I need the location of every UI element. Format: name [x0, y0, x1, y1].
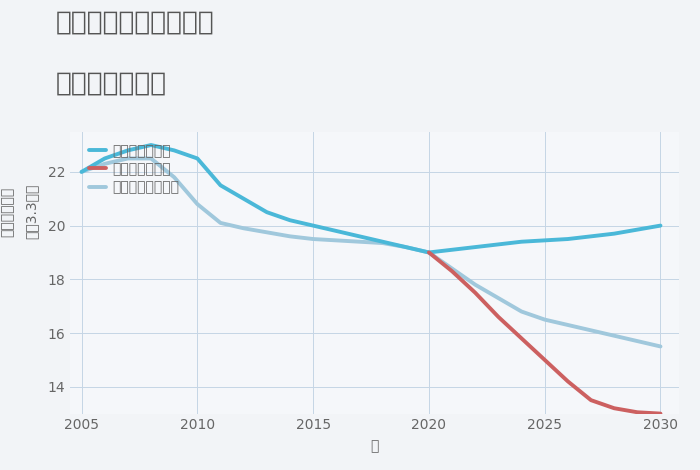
ノーマルシナリオ [147, 156, 155, 161]
ノーマルシナリオ [216, 220, 225, 226]
ノーマルシナリオ [587, 328, 595, 333]
グッドシナリオ [193, 156, 202, 161]
ノーマルシナリオ [657, 344, 665, 349]
グッドシナリオ [657, 223, 665, 228]
ノーマルシナリオ [355, 239, 363, 244]
ノーマルシナリオ [402, 244, 410, 250]
Text: 岐阜県岐阜市長旗町の: 岐阜県岐阜市長旗町の [56, 9, 215, 35]
グッドシナリオ [540, 237, 549, 243]
ノーマルシナリオ [193, 201, 202, 207]
バッドシナリオ [564, 378, 572, 384]
バッドシナリオ [425, 250, 433, 255]
ノーマルシナリオ [448, 266, 456, 271]
Line: グッドシナリオ: グッドシナリオ [82, 145, 661, 252]
ノーマルシナリオ [610, 333, 618, 338]
グッドシナリオ [286, 218, 294, 223]
グッドシナリオ [216, 182, 225, 188]
グッドシナリオ [402, 244, 410, 250]
グッドシナリオ [124, 148, 132, 153]
バッドシナリオ [494, 314, 503, 320]
ノーマルシナリオ [517, 309, 526, 314]
グッドシナリオ [633, 227, 641, 233]
ノーマルシナリオ [425, 250, 433, 255]
グッドシナリオ [494, 242, 503, 247]
グッドシナリオ [332, 228, 340, 234]
ノーマルシナリオ [540, 317, 549, 322]
グッドシナリオ [239, 196, 248, 202]
ノーマルシナリオ [309, 236, 317, 242]
Text: 土地の価格推移: 土地の価格推移 [56, 70, 167, 96]
バッドシナリオ [633, 409, 641, 415]
グッドシナリオ [379, 239, 387, 244]
グッドシナリオ [448, 247, 456, 252]
ノーマルシナリオ [286, 234, 294, 239]
Line: バッドシナリオ: バッドシナリオ [429, 252, 661, 414]
グッドシナリオ [262, 209, 271, 215]
グッドシナリオ [78, 169, 86, 175]
ノーマルシナリオ [332, 237, 340, 243]
バッドシナリオ [610, 406, 618, 411]
グッドシナリオ [587, 234, 595, 239]
Line: ノーマルシナリオ: ノーマルシナリオ [82, 158, 661, 346]
Text: 単価（万円）: 単価（万円） [0, 187, 14, 236]
グッドシナリオ [309, 223, 317, 228]
Text: 坪（3.3㎡）: 坪（3.3㎡） [25, 184, 38, 239]
グッドシナリオ [610, 231, 618, 236]
Legend: グッドシナリオ, バッドシナリオ, ノーマルシナリオ: グッドシナリオ, バッドシナリオ, ノーマルシナリオ [89, 144, 180, 195]
バッドシナリオ [657, 411, 665, 416]
グッドシナリオ [471, 244, 480, 250]
ノーマルシナリオ [124, 156, 132, 161]
バッドシナリオ [587, 397, 595, 403]
ノーマルシナリオ [494, 295, 503, 301]
バッドシナリオ [448, 268, 456, 274]
バッドシナリオ [517, 336, 526, 341]
ノーマルシナリオ [379, 240, 387, 246]
グッドシナリオ [147, 142, 155, 148]
グッドシナリオ [101, 156, 109, 161]
ノーマルシナリオ [262, 229, 271, 235]
バッドシナリオ [471, 290, 480, 296]
グッドシナリオ [425, 250, 433, 255]
X-axis label: 年: 年 [370, 439, 379, 454]
ノーマルシナリオ [170, 174, 178, 180]
グッドシナリオ [517, 239, 526, 244]
グッドシナリオ [170, 148, 178, 153]
グッドシナリオ [355, 234, 363, 239]
バッドシナリオ [540, 357, 549, 363]
グッドシナリオ [564, 236, 572, 242]
ノーマルシナリオ [633, 338, 641, 344]
ノーマルシナリオ [564, 322, 572, 328]
ノーマルシナリオ [471, 282, 480, 288]
ノーマルシナリオ [78, 169, 86, 175]
ノーマルシナリオ [239, 226, 248, 231]
ノーマルシナリオ [101, 161, 109, 167]
